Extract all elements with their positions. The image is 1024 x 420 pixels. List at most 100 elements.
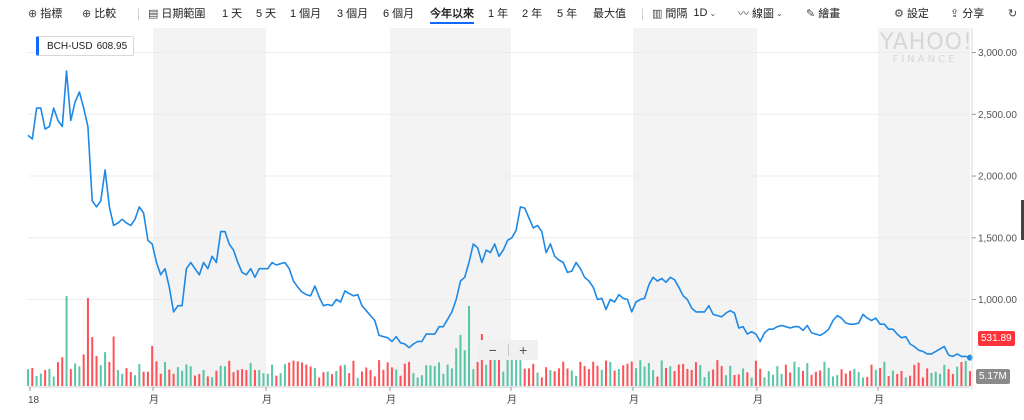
toolbar-item-4[interactable]: 5 天 [256,0,276,26]
volume-bar [198,373,201,386]
volume-bar [275,375,278,386]
volume-bar [686,368,689,386]
volume-bar [159,373,162,386]
volume-bar [939,373,942,386]
volume-bar [189,366,192,386]
volume-bar [921,377,924,386]
volume-bar [412,373,415,386]
panel-edge-handle[interactable] [1021,200,1024,240]
volume-bars [27,296,971,386]
volume-bar [121,373,124,386]
volume-bar [639,360,642,386]
volume-bar [480,334,483,386]
volume-bar [716,360,719,386]
month-band [633,28,757,388]
toolbar-item-11[interactable]: 5 年 [557,0,577,26]
interval-button[interactable]: ▥ 間隔 1D ⌄ [652,0,716,26]
volume-bar [960,362,963,386]
y-tick-label: 1,000.00 [978,295,1017,306]
volume-bar [382,369,385,386]
volume-bar [365,367,368,386]
volume-bar [707,371,710,386]
toolbar-item-6[interactable]: 3 個月 [337,0,368,26]
zoom-in-button[interactable]: + [519,342,528,358]
volume-bar [579,361,582,386]
volume-bar [223,366,226,386]
volume-bar [870,364,873,386]
volume-bar [219,365,222,386]
volume-bar [176,367,179,386]
toolbar-item-2[interactable]: ▤ 日期範圍 [148,0,205,26]
volume-bar [31,367,34,386]
yahoo-finance-watermark: YAHOO! FINANCE [880,32,972,66]
price-chart[interactable]: 3,000.00 2,500.00 2,000.00 1,500.00 1,000.00… [0,28,1024,420]
toolbar-item-3[interactable]: 1 天 [222,0,242,26]
volume-bar [146,371,149,386]
reset-button[interactable]: ↻ [1008,0,1020,26]
volume-bar [211,377,214,386]
zoom-out-button[interactable]: − [488,342,497,358]
volume-bar [395,369,398,386]
volume-bar [951,373,954,386]
toolbar-item-9[interactable]: 1 年 [488,0,508,26]
x-tick-label: 月 [386,394,396,406]
volume-bar [917,362,920,386]
legend-symbol: BCH-USD [47,40,93,52]
volume-bar [673,370,676,386]
series-legend[interactable]: BCH-USD 608.95 [36,36,135,56]
volume-bar [797,367,800,386]
chart-toolbar: ⊕ 指標 ⊕ 比較 ▤ 日期範圍 1 天 5 天 1 個月 3 個月 6 個月 今年以來 1 年 2 年 5… [0,0,1024,26]
toolbar-item-7[interactable]: 6 個月 [383,0,414,26]
toolbar-item-label: 最大值 [593,8,626,20]
toolbar-item-12[interactable]: 最大值 [593,0,626,26]
toolbar-item-8[interactable]: 今年以來 [430,0,474,26]
volume-bar [720,366,723,386]
candle-icon: ▥ [652,7,663,20]
volume-bar [438,362,441,386]
volume-bar [326,371,329,386]
volume-bar [373,376,376,386]
volume-bar [694,362,697,386]
toolbar-label: 間隔 [665,8,688,20]
month-band [390,28,511,388]
chart-type-button[interactable]: 〰線圖 ⌄ [738,0,783,26]
volume-bar [215,370,218,386]
volume-bar [626,363,629,386]
volume-bar [155,361,158,386]
volume-bar [262,373,265,386]
line-chart-icon: 〰 [738,8,749,20]
draw-button[interactable]: ✎ 繪畫 [806,0,840,26]
x-tick-label: 月 [262,394,272,406]
volume-bar [498,350,500,386]
volume-bar [82,354,85,386]
volume-bar [613,370,616,386]
toolbar-item-label: 3 個月 [337,8,369,20]
volume-bar [583,366,586,386]
volume-bar [52,376,55,386]
toolbar-item-1[interactable]: ⊕ 比較 [82,0,116,26]
volume-bar [95,356,98,386]
volume-bar [763,377,766,386]
toolbar-item-0[interactable]: ⊕ 指標 [28,0,62,26]
volume-bar [74,363,77,386]
volume-bar [489,344,492,386]
share-button[interactable]: ⇪ 分享 [950,0,984,26]
volume-bar [557,368,560,386]
x-axis: 18 月 月 月 月 月 月 月 [28,386,970,406]
volume-bar [104,352,107,386]
volume-bar [253,369,256,386]
volume-bar [853,368,856,386]
volume-bar [802,370,805,386]
volume-bar [35,375,38,386]
volume-bar [754,360,757,386]
price-series-line [27,70,971,359]
settings-button[interactable]: ⚙ 設定 [894,0,929,26]
toolbar-item-5[interactable]: 1 個月 [290,0,321,26]
volume-bar [502,371,505,386]
volume-bar [442,373,445,386]
volume-bar [784,364,787,386]
toolbar-item-10[interactable]: 2 年 [522,0,542,26]
volume-bar [887,376,890,386]
legend-value: 608.95 [96,40,128,52]
volume-bar [532,363,535,386]
